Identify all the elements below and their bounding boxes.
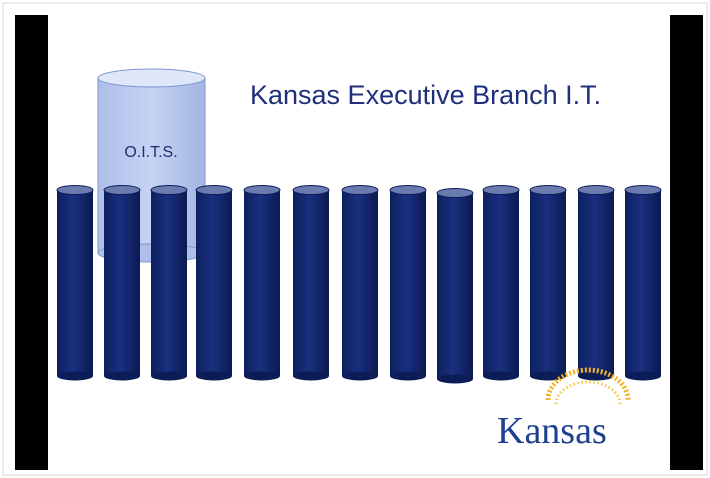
logo-text: Kansas xyxy=(497,410,607,452)
right-bar xyxy=(670,15,703,470)
left-bar xyxy=(15,15,48,470)
page: O.I.T.S. Kansas Executive Branch I.T. Ka… xyxy=(0,0,710,478)
oits-label: O.I.T.S. xyxy=(124,144,177,161)
slide-title: Kansas Executive Branch I.T. xyxy=(250,80,601,110)
slide: O.I.T.S. Kansas Executive Branch I.T. Ka… xyxy=(0,0,710,478)
